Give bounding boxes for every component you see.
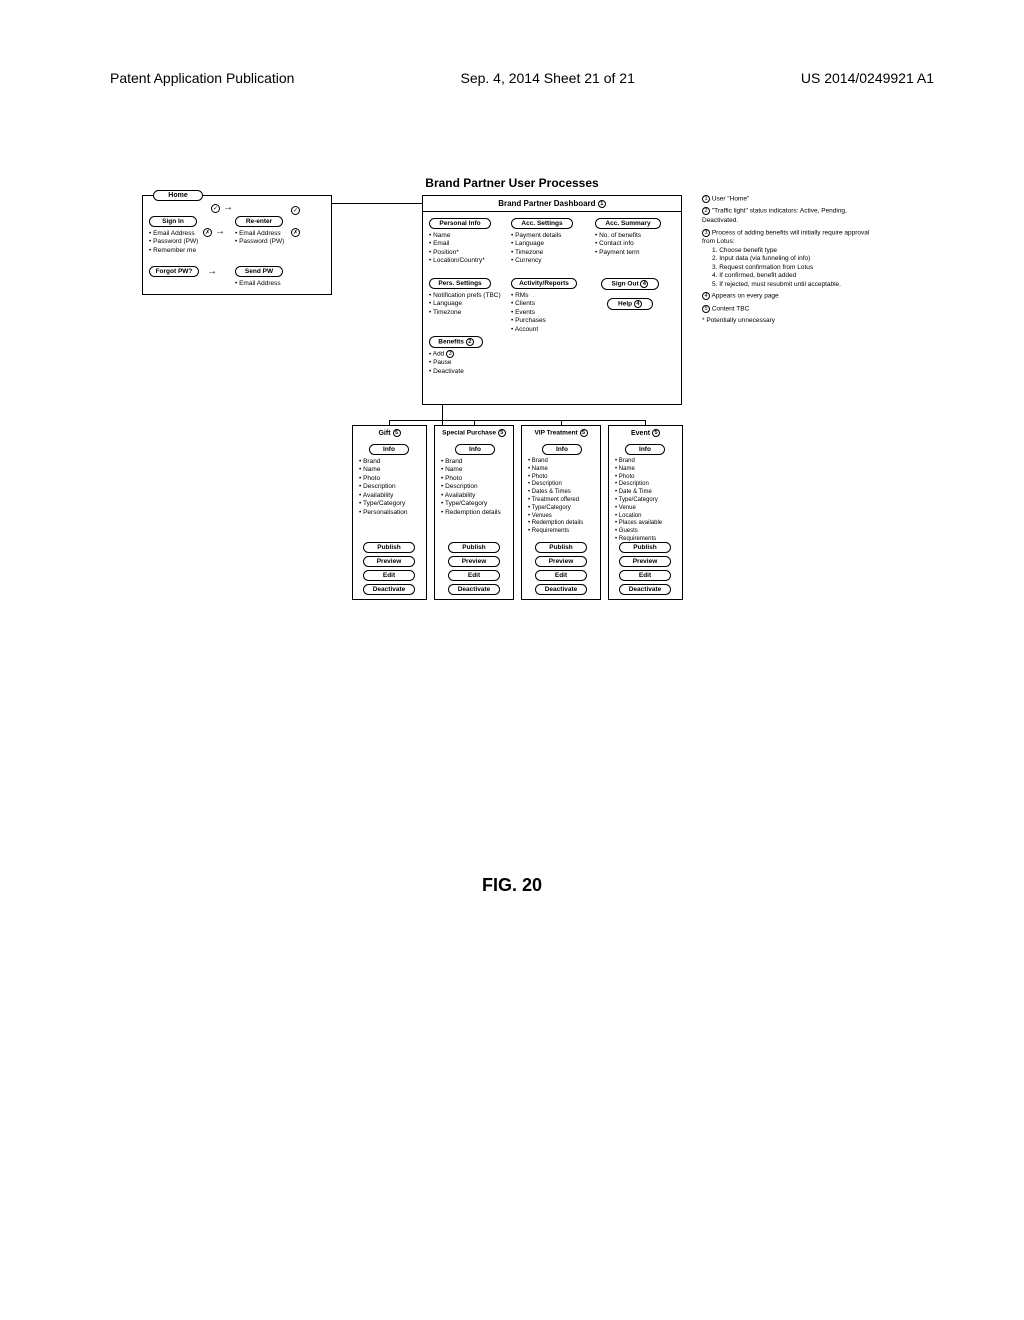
header-right: US 2014/0249921 A1 xyxy=(801,70,934,86)
footnote: * Potentially unnecessary xyxy=(702,317,872,326)
reenter-pill: Re-enter xyxy=(235,216,283,227)
send-pw-pill: Send PW xyxy=(235,266,283,277)
dashboard-title: Brand Partner Dashboard 1 xyxy=(423,199,681,208)
deactivate-button: Deactivate xyxy=(363,584,415,595)
publish-button: Publish xyxy=(535,542,587,553)
note-ref-5: 5 xyxy=(498,429,506,437)
page-header: Patent Application Publication Sep. 4, 2… xyxy=(0,0,1024,96)
note-ref-5: 5 xyxy=(580,429,588,437)
note-ref-5: 5 xyxy=(652,429,660,437)
vip-title: VIP Treatment 5 xyxy=(522,429,600,437)
reenter-list: Email Address Password (PW) xyxy=(235,230,284,247)
edit-button: Edit xyxy=(363,570,415,581)
help-pill: Help 4 xyxy=(607,298,653,310)
signin-list: Email Address Password (PW) Remember me xyxy=(149,230,198,255)
pers-settings-list: Notification prefs (TBC) Language Timezo… xyxy=(429,292,501,317)
dashboard-box: Brand Partner Dashboard 1 Personal Info … xyxy=(422,195,682,405)
note-3-icon: 3 xyxy=(702,229,710,237)
publish-button: Publish xyxy=(619,542,671,553)
personal-info-pill: Personal Info xyxy=(429,218,491,229)
note-3-steps: 1. Choose benefit type 2. Input data (vi… xyxy=(712,247,872,289)
note-ref-4: 4 xyxy=(640,280,648,288)
gift-actions: Publish Preview Edit Deactivate xyxy=(363,542,415,595)
acc-settings-list: Payment details Language Timezone Curren… xyxy=(511,232,561,266)
fail-icon: ✗ xyxy=(203,228,212,237)
benefits-pill: Benefits 2 xyxy=(429,336,483,348)
deactivate-button: Deactivate xyxy=(535,584,587,595)
deactivate-button: Deactivate xyxy=(619,584,671,595)
note-4-icon: 4 xyxy=(702,292,710,300)
personal-info-list: Name Email Position* Location/Country* xyxy=(429,232,485,266)
success-icon: ✓ xyxy=(291,206,300,215)
success-icon: ✓ xyxy=(211,204,220,213)
edit-button: Edit xyxy=(619,570,671,581)
vip-box: VIP Treatment 5 Info Brand Name Photo De… xyxy=(521,425,601,600)
signin-pill: Sign In xyxy=(149,216,197,227)
note-ref-5: 5 xyxy=(393,429,401,437)
diagram: Home ✓ → Sign In Email Address Password … xyxy=(142,195,882,605)
edit-button: Edit xyxy=(448,570,500,581)
deactivate-button: Deactivate xyxy=(448,584,500,595)
gift-info-list: Brand Name Photo Description Availabilit… xyxy=(359,458,408,517)
home-pill: Home xyxy=(153,190,203,201)
preview-button: Preview xyxy=(448,556,500,567)
preview-button: Preview xyxy=(363,556,415,567)
publish-button: Publish xyxy=(363,542,415,553)
forgot-pw-pill: Forgot PW? xyxy=(149,266,199,277)
event-title: Event 5 xyxy=(609,429,682,437)
publish-button: Publish xyxy=(448,542,500,553)
event-info-list: Brand Name Photo Description Date & Time… xyxy=(615,458,662,544)
diagram-title: Brand Partner User Processes xyxy=(0,176,1024,190)
gift-title: Gift 5 xyxy=(353,429,426,437)
note-ref-4: 4 xyxy=(634,300,642,308)
home-box: Home ✓ → Sign In Email Address Password … xyxy=(142,195,332,295)
preview-button: Preview xyxy=(535,556,587,567)
signout-pill: Sign Out 4 xyxy=(601,278,659,290)
note-2-icon: 2 xyxy=(702,207,710,215)
event-box: Event 5 Info Brand Name Photo Descriptio… xyxy=(608,425,683,600)
note-ref-1: 1 xyxy=(598,200,606,208)
vip-info-list: Brand Name Photo Description Dates & Tim… xyxy=(528,458,583,536)
event-info-pill: Info xyxy=(625,444,665,455)
pers-settings-pill: Pers. Settings xyxy=(429,278,491,289)
sendpw-list: Email Address xyxy=(235,280,281,288)
note-5-icon: 5 xyxy=(702,305,710,313)
acc-summary-list: No. of benefits Contact info Payment ter… xyxy=(595,232,641,257)
note-1-icon: 1 xyxy=(702,195,710,203)
fail-icon: ✗ xyxy=(291,228,300,237)
note-ref-2: 2 xyxy=(466,338,474,346)
vip-info-pill: Info xyxy=(542,444,582,455)
activity-pill: Activity/Reports xyxy=(511,278,577,289)
note-ref-3: 3 xyxy=(446,350,454,358)
gift-box: Gift 5 Info Brand Name Photo Description… xyxy=(352,425,427,600)
special-purchase-box: Special Purchase 5 Info Brand Name Photo… xyxy=(434,425,514,600)
sp-actions: Publish Preview Edit Deactivate xyxy=(448,542,500,595)
sp-info-list: Brand Name Photo Description Availabilit… xyxy=(441,458,501,517)
event-actions: Publish Preview Edit Deactivate xyxy=(619,542,671,595)
arrow-icon: → xyxy=(223,202,233,213)
special-purchase-title: Special Purchase 5 xyxy=(435,429,513,437)
vip-actions: Publish Preview Edit Deactivate xyxy=(535,542,587,595)
acc-summary-pill: Acc. Summary xyxy=(595,218,661,229)
edit-button: Edit xyxy=(535,570,587,581)
arrow-icon: → xyxy=(207,266,217,277)
acc-settings-pill: Acc. Settings xyxy=(511,218,573,229)
header-left: Patent Application Publication xyxy=(110,70,294,86)
preview-button: Preview xyxy=(619,556,671,567)
activity-list: RMs Clients Events Purchases Account xyxy=(511,292,546,334)
sp-info-pill: Info xyxy=(455,444,495,455)
notes-legend: 1 User "Home" 2 "Traffic light" status i… xyxy=(702,195,872,329)
header-center: Sep. 4, 2014 Sheet 21 of 21 xyxy=(460,70,634,86)
figure-label: FIG. 20 xyxy=(0,875,1024,896)
benefits-list: Add 3 Pause Deactivate xyxy=(429,350,464,376)
arrow-icon: → xyxy=(215,226,225,237)
gift-info-pill: Info xyxy=(369,444,409,455)
